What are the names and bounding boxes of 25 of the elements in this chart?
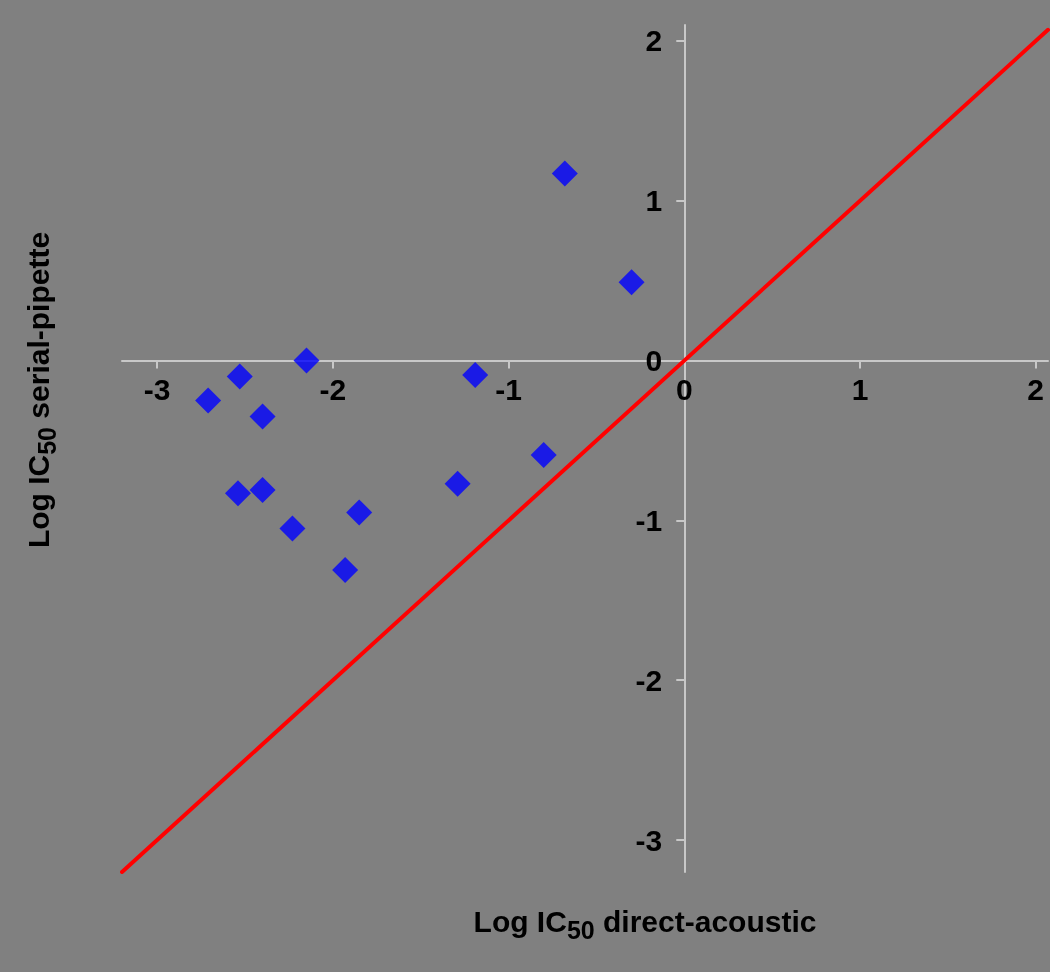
point: [226, 363, 253, 390]
x-tick-label: 1: [851, 373, 869, 407]
point: [332, 556, 359, 583]
x-tick-label: -3: [143, 373, 171, 407]
point: [279, 515, 306, 542]
point: [249, 403, 276, 430]
point: [224, 480, 251, 507]
point: [618, 269, 645, 296]
x-tick-label: -1: [495, 373, 522, 407]
point: [195, 387, 222, 414]
y-tick-label: -2: [635, 663, 663, 697]
x-tick-label: -2: [319, 373, 347, 407]
x-axis-title: Log IC$_{50}$ direct-acoustic: [472, 905, 818, 945]
x-tick-label: 2: [1027, 373, 1045, 407]
point: [293, 347, 320, 374]
point: [551, 160, 578, 187]
point: [249, 477, 276, 504]
y-tick-label: -3: [635, 823, 663, 857]
point: [530, 441, 557, 468]
y-tick-label: -1: [635, 503, 663, 537]
point: [444, 470, 471, 497]
y-tick-label: 2: [645, 24, 663, 58]
point: [462, 361, 489, 388]
y-tick-label: 1: [645, 184, 663, 218]
point: [346, 499, 373, 526]
